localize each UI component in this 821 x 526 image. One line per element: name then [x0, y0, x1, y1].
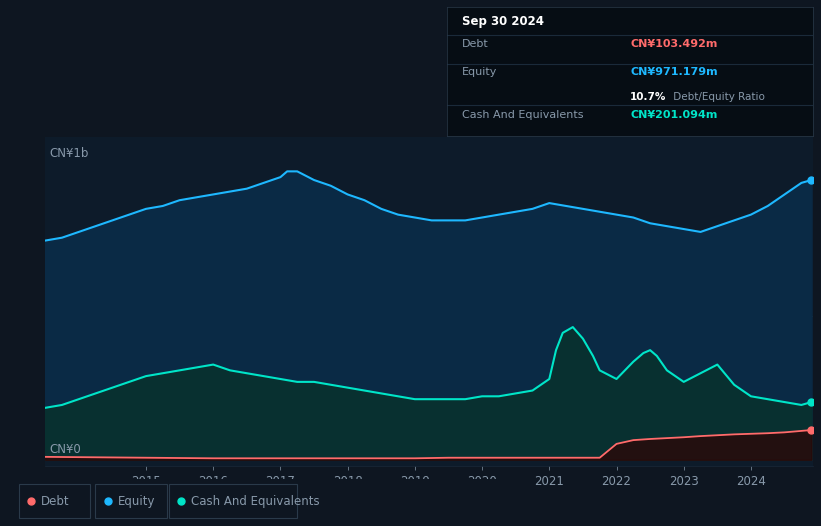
Text: Debt: Debt — [462, 39, 488, 49]
Bar — [169, 484, 297, 518]
Text: CN¥0: CN¥0 — [49, 443, 80, 456]
Text: Debt: Debt — [41, 494, 70, 508]
Text: Equity: Equity — [462, 67, 498, 77]
Text: CN¥971.179m: CN¥971.179m — [631, 67, 718, 77]
Text: Debt/Equity Ratio: Debt/Equity Ratio — [670, 92, 765, 102]
Text: Cash And Equivalents: Cash And Equivalents — [191, 494, 320, 508]
Bar — [19, 484, 90, 518]
Text: Equity: Equity — [117, 494, 155, 508]
Text: Sep 30 2024: Sep 30 2024 — [462, 15, 544, 27]
Text: Cash And Equivalents: Cash And Equivalents — [462, 110, 584, 120]
Text: CN¥103.492m: CN¥103.492m — [631, 39, 718, 49]
Text: CN¥1b: CN¥1b — [49, 147, 89, 159]
Bar — [95, 484, 167, 518]
Text: 10.7%: 10.7% — [631, 92, 667, 102]
Text: CN¥201.094m: CN¥201.094m — [631, 110, 718, 120]
